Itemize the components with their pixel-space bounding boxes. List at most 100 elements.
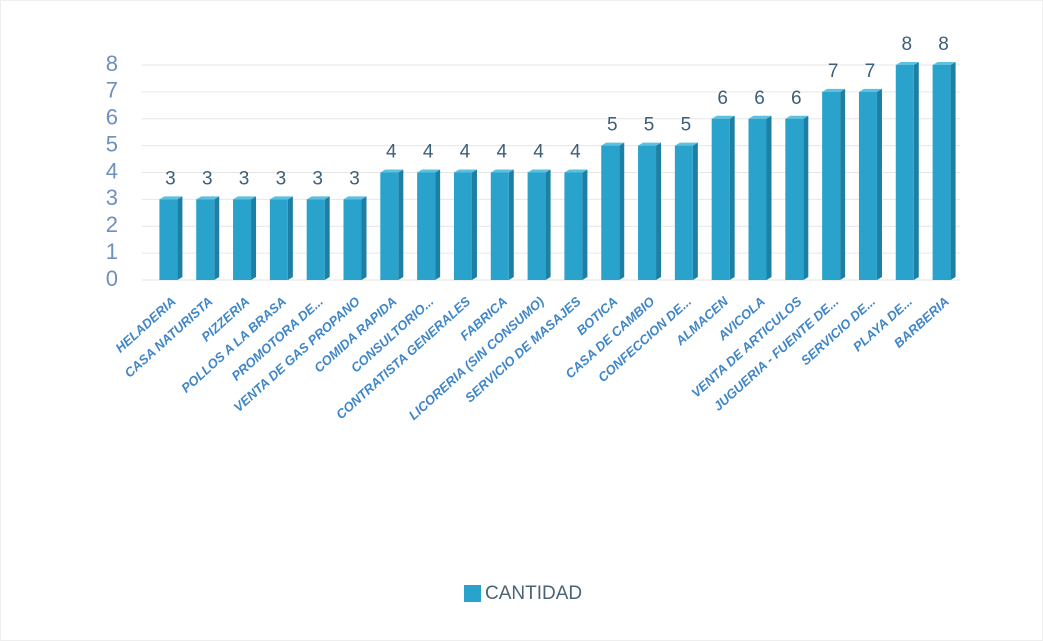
bar-side [471,169,477,280]
bar [601,145,620,280]
bar-side [913,62,919,280]
bar-top [233,196,257,200]
bar [564,172,583,280]
bar [858,91,877,280]
value-label: 3 [202,168,213,189]
bar-top [343,196,367,200]
bar-side [324,196,330,280]
value-label: 3 [276,168,287,189]
value-label: 6 [717,88,728,109]
legend-label: CANTIDAD [485,583,582,604]
bar-top [380,169,404,173]
bar-top [159,196,183,200]
y-tick-label: 2 [106,212,118,237]
bar-top [269,196,293,200]
bar-top [196,196,220,200]
value-label: 7 [828,61,839,82]
value-label: 7 [865,61,876,82]
bar-side [656,142,662,280]
bar [748,118,767,280]
bar-top [527,169,551,173]
bar-side [251,196,257,280]
bar-side [950,62,956,280]
bar-side [876,88,882,280]
bar [380,172,399,280]
bar [895,65,914,280]
y-tick-label: 4 [106,158,118,183]
bar-top [601,142,625,146]
bar-top [417,169,441,173]
value-label: 4 [496,142,507,163]
bar-top [711,115,735,119]
value-label: 4 [460,142,471,163]
y-tick-label: 8 [106,51,118,76]
value-label: 5 [644,115,655,136]
bar [711,118,730,280]
bar-top [748,115,772,119]
bar-side [361,196,367,280]
value-label: 3 [165,168,176,189]
y-tick-label: 1 [106,239,118,264]
bar-side [177,196,183,280]
bar [638,145,657,280]
bar [674,145,693,280]
value-label: 4 [533,142,544,163]
bar-top [785,115,809,119]
bar [269,199,288,280]
bar-top [453,169,477,173]
bar [196,199,215,280]
bar-side [582,169,588,280]
y-tick-label: 0 [106,266,118,291]
value-label: 5 [607,115,618,136]
value-label: 3 [312,168,323,189]
bar-top [674,142,698,146]
bar-top [895,62,919,65]
y-tick-label: 5 [106,131,118,156]
bar [453,172,472,280]
bar-top [858,88,882,92]
value-label: 3 [349,168,360,189]
bar-top [932,62,956,65]
bar-side [214,196,220,280]
bar-side [803,115,809,280]
bar-top [822,88,846,92]
bar-side [729,115,735,280]
bar-side [435,169,441,280]
y-tick-label: 7 [106,78,118,103]
bar-side [840,88,846,280]
bar [233,199,252,280]
bar-top [638,142,662,146]
bar-side [545,169,551,280]
bar [785,118,804,280]
bar-side [508,169,514,280]
bar [527,172,546,280]
bar [417,172,436,280]
bar-side [692,142,698,280]
y-tick-label: 3 [106,185,118,210]
value-label: 8 [938,34,949,55]
bar [490,172,509,280]
bar [932,65,951,280]
value-label: 4 [386,142,397,163]
bar [306,199,325,280]
bar [159,199,178,280]
legend-swatch [464,585,481,602]
bar-top [306,196,330,200]
bar-side [287,196,293,280]
bar-top [564,169,588,173]
bar [822,91,841,280]
bar [343,199,362,280]
value-label: 6 [754,88,765,109]
value-label: 8 [901,34,912,55]
bar-side [398,169,404,280]
value-label: 5 [681,115,692,136]
y-tick-label: 6 [106,105,118,130]
bar-top [490,169,514,173]
bar-side [766,115,772,280]
value-label: 4 [570,142,581,163]
bar-side [619,142,625,280]
value-label: 6 [791,88,802,109]
value-label: 4 [423,142,434,163]
value-label: 3 [239,168,250,189]
